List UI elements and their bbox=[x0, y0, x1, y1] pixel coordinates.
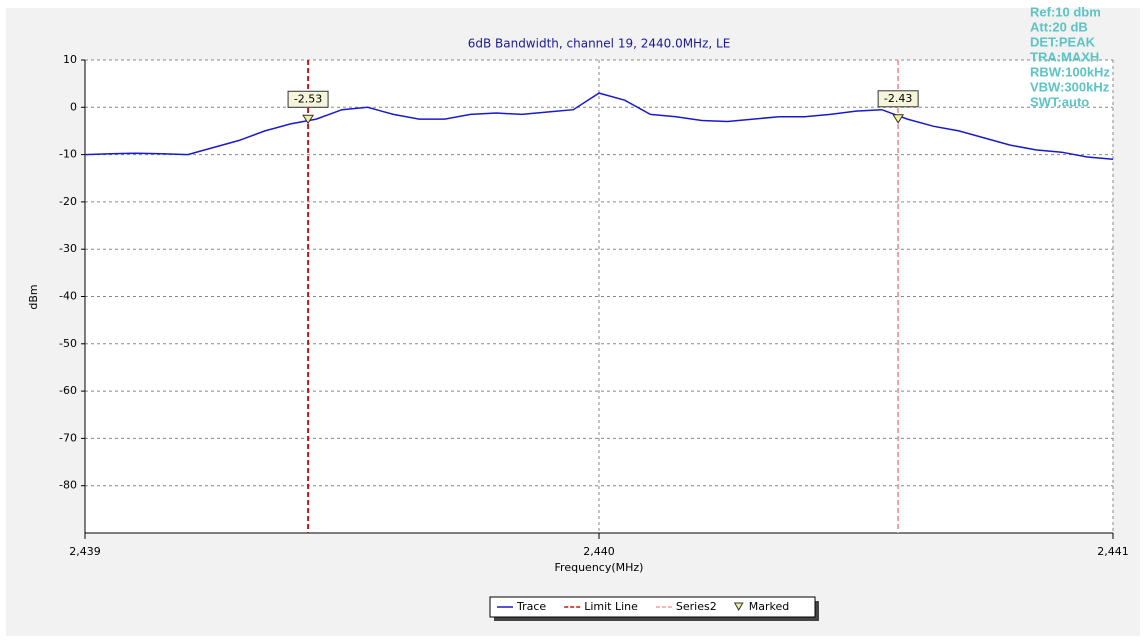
chart-title: 6dB Bandwidth, channel 19, 2440.0MHz, LE bbox=[468, 37, 731, 51]
marker-label: -2.43 bbox=[884, 92, 912, 105]
legend-label: Series2 bbox=[676, 600, 717, 613]
annotation: TRA:MAXH bbox=[1030, 49, 1099, 64]
legend-label: Trace bbox=[516, 600, 546, 613]
legend-label: Marked bbox=[749, 600, 789, 613]
x-tick-label: 2,440 bbox=[583, 545, 615, 558]
y-tick-label: 0 bbox=[70, 100, 77, 113]
marker-label: -2.53 bbox=[294, 92, 322, 105]
y-tick-label: -20 bbox=[59, 195, 77, 208]
y-axis-label: dBm bbox=[27, 284, 40, 309]
legend-box bbox=[489, 596, 816, 618]
legend-label: Limit Line bbox=[584, 600, 638, 613]
x-tick-label: 2,439 bbox=[69, 545, 101, 558]
marker bbox=[302, 114, 314, 125]
y-tick-label: -30 bbox=[59, 242, 77, 255]
y-tick-label: -60 bbox=[59, 384, 77, 397]
x-axis-label: Frequency(MHz) bbox=[555, 561, 644, 574]
annotation: RBW:100kHz bbox=[1030, 64, 1110, 79]
marker-label-box bbox=[287, 90, 329, 108]
annotation: Att:20 dB bbox=[1030, 19, 1088, 34]
y-tick-label: -80 bbox=[59, 479, 77, 492]
y-tick-label: -40 bbox=[59, 290, 77, 303]
x-tick-label: 2,441 bbox=[1097, 545, 1129, 558]
marker bbox=[892, 114, 905, 124]
legend-swatch bbox=[733, 602, 744, 612]
legend: Trace Limit Line Series2 Marked bbox=[489, 596, 819, 621]
annotation: Ref:10 dbm bbox=[1030, 4, 1101, 19]
y-tick-label: -10 bbox=[59, 148, 77, 161]
y-tick-label: 10 bbox=[63, 53, 77, 66]
marker-label-box bbox=[877, 90, 919, 108]
annotation: DET:PEAK bbox=[1030, 34, 1096, 49]
annotation: SWT:auto bbox=[1030, 94, 1089, 109]
series-line bbox=[84, 92, 1114, 161]
y-tick-label: -50 bbox=[59, 337, 77, 350]
annotation: VBW:300kHz bbox=[1030, 79, 1110, 94]
y-tick-label: -70 bbox=[59, 431, 77, 444]
